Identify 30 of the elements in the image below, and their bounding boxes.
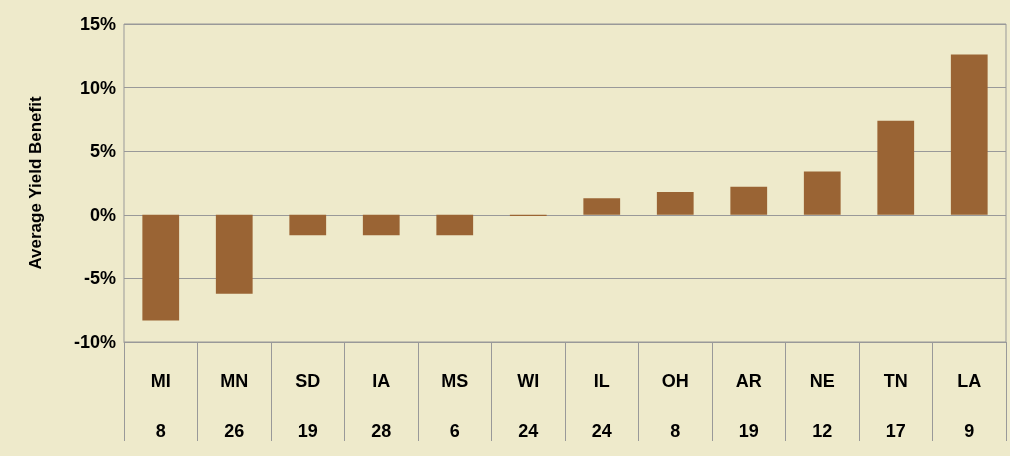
category-label: IA 28 [371,371,392,441]
bar [583,198,621,215]
y-tick-label: -5% [83,268,116,289]
y-tick-label: 0% [89,204,116,225]
category-label: WI 24 [517,371,540,441]
bar [362,214,400,236]
y-tick-label: -10% [73,332,116,352]
bar [950,54,988,215]
y-axis-title: Average Yield Benefit [26,96,45,270]
y-tick-label: 10% [79,77,116,98]
category-label: AR 19 [735,371,762,441]
category-label: IL 24 [591,371,612,441]
y-tick-label: 5% [89,141,116,162]
bar [142,214,180,321]
category-label: TN 17 [883,371,908,441]
bar [656,191,694,215]
y-tick-label: 15% [79,14,116,34]
category-label: LA 9 [957,371,982,441]
category-label: MN 26 [220,371,249,441]
category-label: NE 12 [809,371,835,441]
bar [877,120,915,215]
bar [436,214,474,236]
category-label: MI 8 [150,371,171,441]
bar [289,214,327,236]
bar [730,186,768,215]
bar [215,214,253,294]
bar [803,171,841,215]
category-label: MS 6 [441,371,469,441]
category-label: OH 8 [661,371,689,441]
category-label: SD 19 [295,371,321,441]
